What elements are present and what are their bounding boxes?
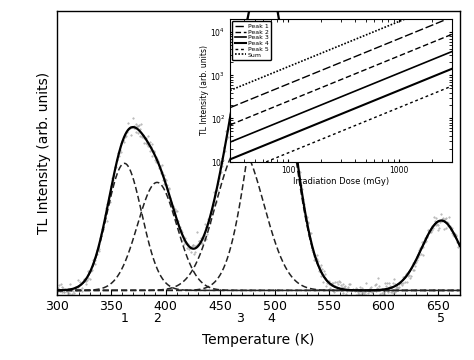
Text: 5: 5 bbox=[438, 312, 445, 325]
Text: 4: 4 bbox=[267, 312, 275, 325]
Text: 3: 3 bbox=[236, 312, 244, 325]
Text: 1: 1 bbox=[120, 312, 128, 325]
Text: 2: 2 bbox=[153, 312, 161, 325]
X-axis label: Temperature (K): Temperature (K) bbox=[202, 333, 315, 347]
Y-axis label: TL Intensity (arb. units): TL Intensity (arb. units) bbox=[37, 72, 51, 234]
